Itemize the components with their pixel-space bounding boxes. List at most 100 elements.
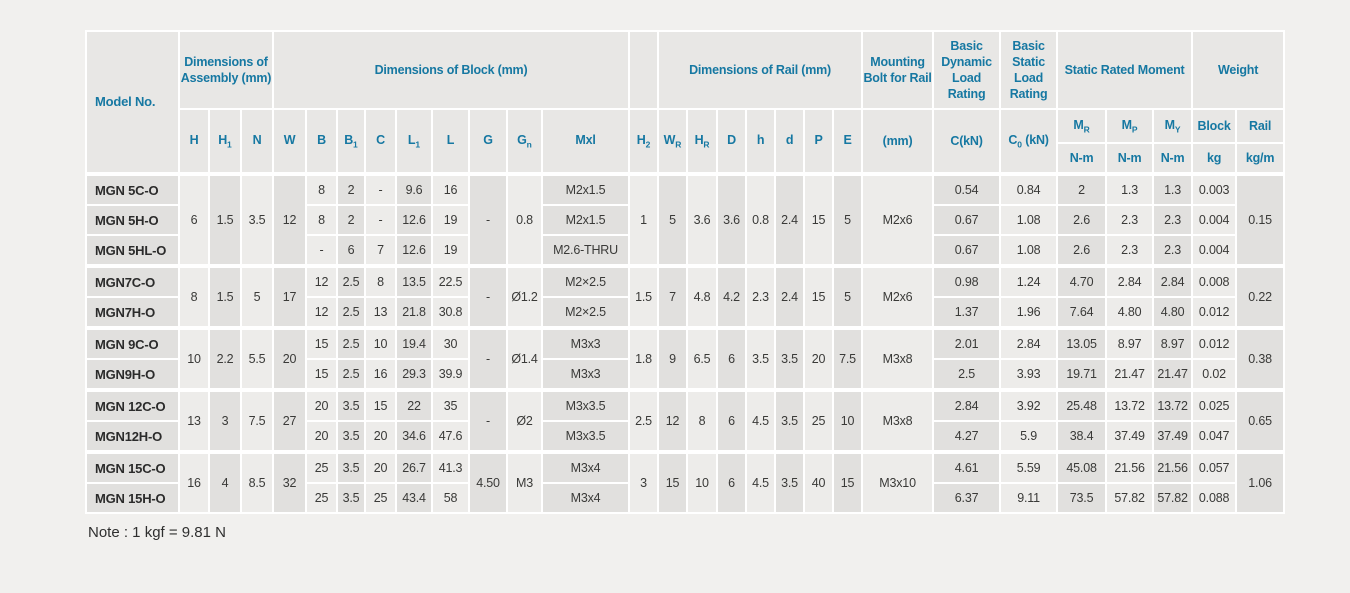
col-header-MP: MP [1105, 108, 1155, 144]
cell-L1: 22 [395, 388, 433, 422]
cell-L1: 29.3 [395, 358, 433, 391]
cell-C0_kN: 2.84 [999, 326, 1059, 360]
cell-L: 16 [431, 172, 470, 206]
unit-header-mp-nm: N-m [1105, 142, 1155, 175]
cell-D: 4.2 [716, 264, 748, 329]
cell-MP: 8.97 [1105, 326, 1155, 360]
cell-MP: 57.82 [1105, 482, 1155, 514]
cell-Mxl: M2×2.5 [540, 296, 631, 329]
cell-L: 41.3 [431, 450, 470, 484]
cell-rail_kgm: 0.65 [1235, 388, 1286, 453]
cell-N: 5.5 [240, 326, 274, 391]
cell-D: 6 [716, 388, 748, 453]
cell-P: 15 [803, 264, 835, 329]
cell-MR: 2.6 [1056, 234, 1108, 267]
cell-C0_kN: 3.93 [999, 358, 1059, 391]
cell-MP: 4.80 [1105, 296, 1155, 329]
cell-B: - [305, 234, 338, 267]
cell-C: 13 [364, 296, 397, 329]
col-header-c0-kn: C0 (kN) [999, 108, 1059, 175]
cell-WR: 7 [657, 264, 689, 329]
cell-C0_kN: 5.9 [999, 420, 1059, 453]
cell-MP: 37.49 [1105, 420, 1155, 453]
cell-block_kg: 0.004 [1191, 234, 1238, 267]
cell-N: 7.5 [240, 388, 274, 453]
cell-B: 12 [305, 296, 338, 329]
cell-L1: 13.5 [395, 264, 433, 298]
cell-d: 2.4 [774, 264, 806, 329]
cell-Mxl: M3x3 [540, 358, 631, 391]
cell-h: 3.5 [745, 326, 777, 391]
cell-MR: 45.08 [1056, 450, 1108, 484]
cell-d: 3.5 [774, 388, 806, 453]
cell-E: 10 [832, 388, 864, 453]
cell-WR: 9 [657, 326, 689, 391]
cell-N: 5 [240, 264, 274, 329]
col-header-weight-rail: Rail [1235, 108, 1286, 144]
cell-W: 17 [272, 264, 307, 329]
cell-H2: 1 [628, 172, 660, 267]
cell-MY: 2.3 [1152, 234, 1194, 267]
cell-C0_kN: 0.84 [999, 172, 1059, 206]
col-header-W: W [272, 108, 307, 175]
cell-MY: 8.97 [1152, 326, 1194, 360]
col-header-c-kn: C(kN) [932, 108, 1002, 175]
cell-B: 8 [305, 204, 338, 236]
cell-B1: 3.5 [336, 450, 366, 484]
unit-header-block-kg: kg [1191, 142, 1238, 175]
col-header-MY: MY [1152, 108, 1194, 144]
table-row: MGN 15H-O 25 3.5 25 43.4 58 M3x4 6.37 9.11 73.5 57… [85, 482, 1284, 514]
cell-C: 16 [364, 358, 397, 391]
col-header-L: L [431, 108, 470, 175]
col-header-B1: B1 [336, 108, 366, 175]
cell-C_kN: 2.84 [932, 388, 1002, 422]
cell-Mxl: M3x3 [540, 326, 631, 360]
cell-block_kg: 0.008 [1191, 264, 1238, 298]
cell-H2: 1.5 [628, 264, 660, 329]
col-header-P: P [803, 108, 835, 175]
cell-C_kN: 0.67 [932, 204, 1002, 236]
col-header-HR: HR [686, 108, 719, 175]
cell-L: 19 [431, 204, 470, 236]
cell-MR: 7.64 [1056, 296, 1108, 329]
cell-bolt_mm: M3x10 [861, 450, 935, 514]
col-header-B: B [305, 108, 338, 175]
cell-h: 4.5 [745, 450, 777, 514]
cell-B1: 3.5 [336, 482, 366, 514]
cell-L: 39.9 [431, 358, 470, 391]
cell-D: 6 [716, 450, 748, 514]
cell-rail_kgm: 1.06 [1235, 450, 1286, 514]
cell-C: 20 [364, 450, 397, 484]
cell-block_kg: 0.004 [1191, 204, 1238, 236]
cell-C_kN: 0.67 [932, 234, 1002, 267]
cell-block_kg: 0.012 [1191, 296, 1238, 329]
cell-Gn: Ø2 [506, 388, 543, 453]
cell-MP: 21.47 [1105, 358, 1155, 391]
cell-C_kN: 4.27 [932, 420, 1002, 453]
cell-P: 20 [803, 326, 835, 391]
cell-C_kN: 1.37 [932, 296, 1002, 329]
table-row: MGN12H-O 20 3.5 20 34.6 47.6 M3x3.5 4.27 5.9 38.4… [85, 420, 1284, 453]
cell-E: 15 [832, 450, 864, 514]
cell-B: 15 [305, 358, 338, 391]
model-cell: MGN 9C-O [85, 326, 180, 360]
group-header-static-moment: Static Rated Moment [1056, 30, 1194, 110]
col-header-d-small: d [774, 108, 806, 175]
cell-H: 8 [178, 264, 210, 329]
cell-G: - [468, 172, 508, 267]
cell-C: 25 [364, 482, 397, 514]
cell-HR: 10 [686, 450, 719, 514]
cell-HR: 3.6 [686, 172, 719, 267]
cell-Mxl: M2×2.5 [540, 264, 631, 298]
unit-header-mr-nm: N-m [1056, 142, 1108, 175]
cell-C: 8 [364, 264, 397, 298]
cell-L: 58 [431, 482, 470, 514]
model-cell: MGN 15H-O [85, 482, 180, 514]
group-header-rail: Dimensions of Rail (mm) [657, 30, 864, 110]
cell-C: 10 [364, 326, 397, 360]
cell-H1: 2.2 [208, 326, 242, 391]
cell-Mxl: M3x3.5 [540, 420, 631, 453]
cell-L1: 9.6 [395, 172, 433, 206]
cell-rail_kgm: 0.22 [1235, 264, 1286, 329]
cell-HR: 6.5 [686, 326, 719, 391]
